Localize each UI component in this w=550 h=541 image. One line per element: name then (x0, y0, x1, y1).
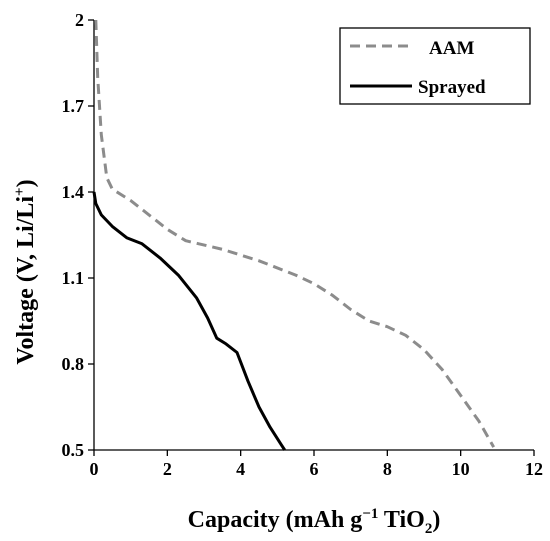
legend-label-sprayed: Sprayed (418, 77, 486, 98)
x-tick-label: 12 (525, 459, 543, 479)
y-tick-label: 1.7 (62, 96, 85, 116)
x-tick-label: 10 (452, 459, 470, 479)
y-tick-label: 0.8 (62, 354, 85, 374)
legend: AAM Sprayed (339, 27, 531, 105)
series-line-sprayed (92, 191, 286, 451)
series-line-aam (94, 19, 496, 448)
legend-label-aam: AAM (429, 38, 474, 59)
x-tick-label: 0 (90, 459, 99, 479)
x-tick-label: 4 (236, 459, 245, 479)
y-tick-label: 1.1 (62, 268, 85, 288)
tick-labels: 0.5 0.8 1.1 1.4 1.7 2 0 2 4 6 8 10 12 (62, 10, 544, 479)
plot-area (88, 19, 535, 456)
y-axis-title: Voltage (V, Li/Li+) (12, 179, 39, 364)
legend-box (339, 27, 531, 105)
y-tick-label: 0.5 (62, 440, 85, 460)
x-tick-label: 8 (383, 459, 392, 479)
x-tick-label: 6 (310, 459, 319, 479)
x-axis-title: Capacity (mAh g−1 TiO2) (188, 506, 441, 537)
y-tick-label: 1.4 (62, 182, 85, 202)
y-tick-label: 2 (75, 10, 84, 30)
x-tick-label: 2 (163, 459, 172, 479)
